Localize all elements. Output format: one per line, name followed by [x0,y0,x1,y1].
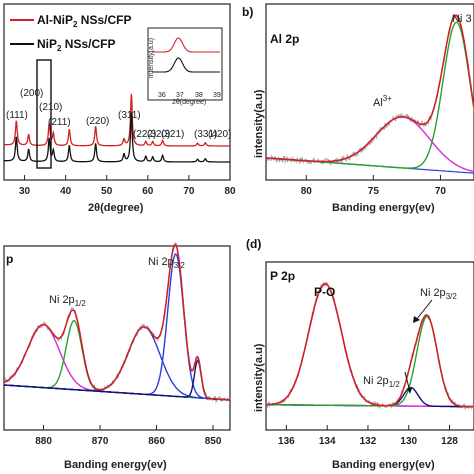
hkl-220: (220) [86,116,109,127]
panel-b-ylabel: intensity(a.u) [253,89,265,158]
component-p-o [266,283,474,408]
panel-b-tick-70: 70 [435,186,447,197]
panel-b-curves [265,14,474,174]
hkl-311: (311) [118,110,141,121]
panel-d-ticks: 136 134 132 130 128 [278,425,458,447]
panel-c-frame [3,245,231,431]
hkl-331: (331) [194,129,217,140]
highlight-box [36,59,52,169]
panel-a-tick-80: 80 [224,186,236,197]
panel-b-title: Al 2p [270,32,299,46]
panel-a-xlabel: 2θ(degree) [88,202,144,214]
panel-c-tick-850: 850 [205,436,222,447]
panel-b-label: b) [242,5,253,19]
panel-d-tick-136: 136 [278,436,295,447]
xrd-line-al [4,93,230,147]
panel-c-ticks: 880 870 860 850 [35,425,222,447]
panel-c: p Ni 2p1/2 Ni 2p3/2 880 870 860 850 Banding… [3,242,231,471]
hkl-222: (222) [133,129,156,140]
component-ni-p [3,359,231,401]
arrow-ni2p32 [415,299,433,321]
panel-a-tick-30: 30 [19,186,31,197]
component-d-ni2p32 [266,315,474,408]
raw-data-line [265,280,474,411]
inset-ylabel: intensity(a.u) [148,38,155,78]
panel-d-title: P 2p [270,269,295,283]
inset-line-ni [152,57,220,73]
panel-b-xlabel: Banding energy(ev) [332,202,435,214]
ann-d-2p12: Ni 2p1/2 [363,375,400,389]
inset-curves [152,37,220,73]
inset-tick-36: 36 [158,92,166,99]
panel-b-tick-75: 75 [368,186,380,197]
component-d-ni2p12 [266,386,474,408]
panel-d-tick-134: 134 [319,436,336,447]
panel-b-ticks: 80 75 70 [301,175,447,197]
hkl-320: (320) [147,129,170,140]
panel-a: Al-NiP2 NSs/CFP NiP2 NSs/CFP intensity(a… [3,3,236,214]
panel-c-tick-870: 870 [92,436,109,447]
panel-a-ticks: 30 40 50 60 70 80 [19,175,236,197]
ann-c-2p12: Ni 2p1/2 [49,294,86,308]
ann-d-2p32: Ni 2p3/2 [420,287,457,301]
hkl-321: (321) [161,129,184,140]
panel-d-ylabel: intensity(a.u) [253,343,265,412]
arrowhead-ni2p32 [413,316,420,323]
envelope-line [266,283,474,408]
inset-tick-37: 37 [176,92,184,99]
inset-line-al [152,37,220,53]
panel-c-tick-860: 860 [148,436,165,447]
inset: intensity(a.u) 36 37 38 39 2θ(degree) [147,27,223,106]
envelope-line [3,243,231,401]
panel-d-xlabel: Banding energy(ev) [332,459,435,471]
panel-b: b) Al 2p Al3+ Ni 3 intensity(a.u) 80 75 70… [242,3,474,214]
legend-al: Al-NiP2 NSs/CFP [37,13,131,29]
panel-d-tick-130: 130 [400,436,417,447]
panel-c-title: p [6,252,13,266]
panel-d-tick-128: 128 [441,436,458,447]
panel-d-curves [265,280,474,411]
panel-a-tick-40: 40 [60,186,72,197]
xrd-line-ni [4,112,230,163]
hkl-210: (210) [39,102,62,113]
panel-c-curves [3,242,231,404]
ann-c-2p32: Ni 2p3/2 [148,256,185,270]
inset-frame [147,27,223,101]
hkl-420: (420) [208,129,231,140]
inset-tick-38: 38 [195,92,203,99]
panel-a-tick-70: 70 [183,186,195,197]
hkl-211: (211) [48,117,71,128]
panel-c-tick-880: 880 [35,436,52,447]
ann-al3: Al3+ [373,94,392,109]
ann-ni3: Ni 3 [452,13,472,25]
envelope-line [265,14,474,163]
legend-ni: NiP2 NSs/CFP [37,37,115,53]
panel-a-frame [3,3,231,181]
ann-po: P-O [314,285,335,299]
panel-a-curves [4,93,230,163]
panel-c-xlabel: Banding energy(ev) [64,459,167,471]
panel-d: (d) P 2p P-O Ni 2p1/2 Ni 2p3/2 intensity… [246,237,474,471]
panel-d-tick-132: 132 [360,436,377,447]
panel-d-label: (d) [246,237,261,251]
panel-d-frame [265,261,474,431]
arrowhead-ni2p12 [407,388,412,394]
panel-b-frame [265,3,474,181]
hkl-200: (200) [20,88,43,99]
panel-b-tick-80: 80 [301,186,313,197]
panel-a-tick-50: 50 [101,186,113,197]
inset-xlabel: 2θ(degree) [172,99,206,106]
hkl-111: (111) [6,110,28,121]
panel-a-tick-60: 60 [142,186,154,197]
inset-tick-39: 39 [213,92,221,99]
